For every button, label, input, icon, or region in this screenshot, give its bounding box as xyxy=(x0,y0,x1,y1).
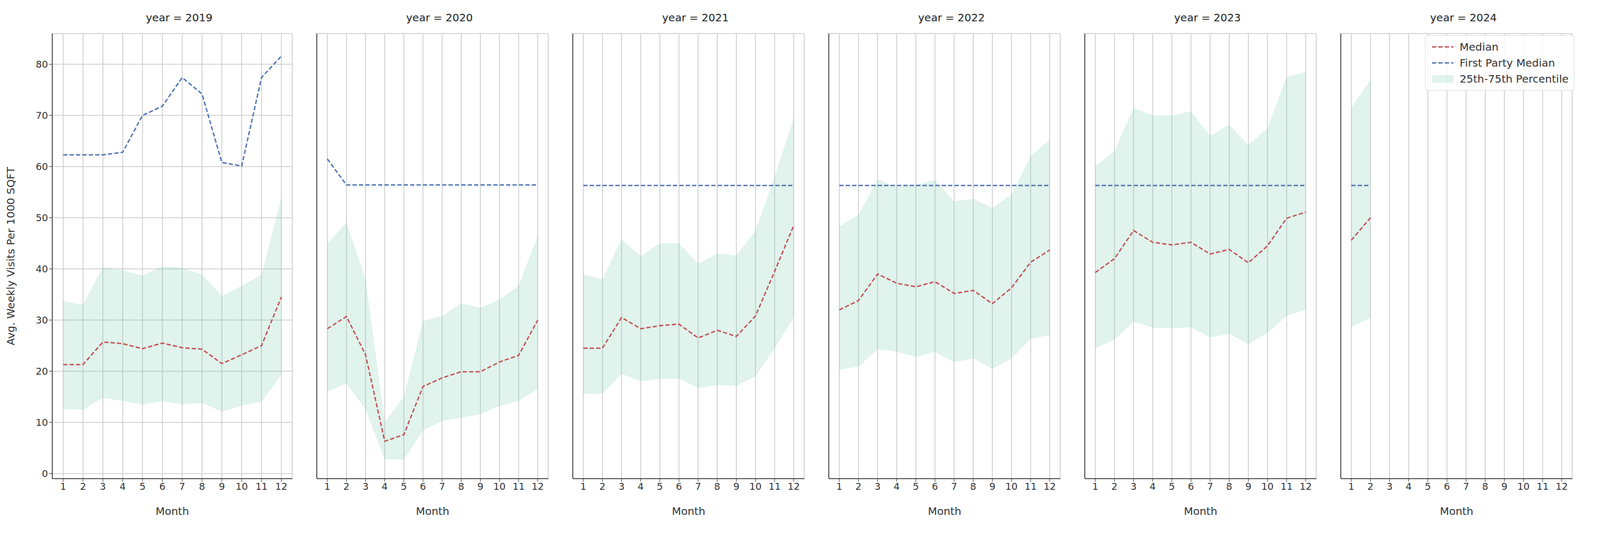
svg-text:11: 11 xyxy=(512,481,525,493)
svg-text:6: 6 xyxy=(675,481,682,493)
html-text:year = 2024: year = 2024 xyxy=(1430,11,1497,24)
svg-text:6: 6 xyxy=(1443,481,1450,493)
svg-text:12: 12 xyxy=(1299,481,1312,493)
svg-text:8: 8 xyxy=(970,481,976,493)
svg-text:8: 8 xyxy=(458,481,464,493)
svg-text:6: 6 xyxy=(419,481,426,493)
svg-text:3: 3 xyxy=(874,481,881,493)
svg-text:1: 1 xyxy=(1092,481,1099,493)
svg-text:50: 50 xyxy=(35,212,48,224)
svg-text:9: 9 xyxy=(1245,481,1252,493)
html-text:year = 2023: year = 2023 xyxy=(1174,11,1241,24)
svg-text:9: 9 xyxy=(733,481,740,493)
svg-text:0: 0 xyxy=(42,468,48,480)
svg-text:12: 12 xyxy=(1043,481,1056,493)
svg-text:4: 4 xyxy=(381,481,388,493)
html-text:year = 2021: year = 2021 xyxy=(662,11,729,24)
svg-text:8: 8 xyxy=(1226,481,1232,493)
svg-text:7: 7 xyxy=(438,481,445,493)
svg-text:1: 1 xyxy=(1348,481,1355,493)
svg-text:6: 6 xyxy=(159,481,166,493)
svg-text:80: 80 xyxy=(35,58,48,70)
svg-text:11: 11 xyxy=(1024,481,1037,493)
svg-text:6: 6 xyxy=(931,481,938,493)
svg-text:10: 10 xyxy=(35,417,48,429)
svg-text:4: 4 xyxy=(893,481,900,493)
svg-text:20: 20 xyxy=(35,365,48,378)
svg-text:9: 9 xyxy=(1501,481,1508,493)
svg-text:12: 12 xyxy=(787,481,800,493)
svg-text:7: 7 xyxy=(1462,481,1469,493)
html-text:25th-75th Percentile: 25th-75th Percentile xyxy=(1459,72,1569,86)
svg-text:10: 10 xyxy=(235,481,248,493)
svg-text:1: 1 xyxy=(580,481,587,493)
svg-text:9: 9 xyxy=(477,481,484,493)
svg-text:12: 12 xyxy=(531,481,544,493)
svg-text:5: 5 xyxy=(1424,481,1431,493)
html-text:First Party Median: First Party Median xyxy=(1459,56,1556,70)
svg-text:4: 4 xyxy=(119,481,126,493)
svg-text:9: 9 xyxy=(989,481,996,493)
svg-text:2: 2 xyxy=(80,481,86,493)
svg-text:5: 5 xyxy=(139,481,146,493)
svg-text:12: 12 xyxy=(1555,481,1568,493)
svg-text:5: 5 xyxy=(400,481,407,493)
svg-text:11: 11 xyxy=(1280,481,1293,493)
svg-text:5: 5 xyxy=(656,481,663,493)
svg-text:10: 10 xyxy=(749,481,762,493)
svg-text:7: 7 xyxy=(694,481,701,493)
svg-text:Month: Month xyxy=(1440,505,1474,518)
svg-text:5: 5 xyxy=(912,481,919,493)
svg-text:3: 3 xyxy=(362,481,369,493)
svg-text:2: 2 xyxy=(855,481,862,493)
svg-text:2: 2 xyxy=(1111,481,1118,493)
svg-text:11: 11 xyxy=(1536,481,1549,493)
svg-text:Avg. Weekly Visits Per 1000 SQ: Avg. Weekly Visits Per 1000 SQFT xyxy=(4,166,18,346)
svg-text:10: 10 xyxy=(1005,481,1018,493)
svg-text:60: 60 xyxy=(35,161,48,173)
svg-text:Month: Month xyxy=(1184,505,1218,518)
svg-text:6: 6 xyxy=(1187,481,1194,493)
svg-text:7: 7 xyxy=(1206,481,1213,493)
svg-text:Month: Month xyxy=(928,505,962,518)
svg-text:Month: Month xyxy=(155,505,190,518)
svg-text:7: 7 xyxy=(950,481,957,493)
svg-text:30: 30 xyxy=(35,314,48,326)
html-text:year = 2020: year = 2020 xyxy=(406,11,473,24)
svg-text:2: 2 xyxy=(599,481,606,493)
svg-text:3: 3 xyxy=(99,481,106,493)
html-text:Median: Median xyxy=(1459,40,1499,54)
svg-text:4: 4 xyxy=(637,481,644,493)
svg-text:10: 10 xyxy=(1517,481,1530,493)
svg-text:8: 8 xyxy=(1482,481,1488,493)
svg-text:Month: Month xyxy=(416,505,450,518)
svg-text:5: 5 xyxy=(1168,481,1175,493)
svg-text:4: 4 xyxy=(1405,481,1412,493)
svg-text:3: 3 xyxy=(618,481,625,493)
svg-text:11: 11 xyxy=(768,481,781,493)
svg-text:3: 3 xyxy=(1130,481,1137,493)
svg-text:2: 2 xyxy=(1367,481,1374,493)
svg-text:2: 2 xyxy=(343,481,350,493)
svg-text:11: 11 xyxy=(255,481,268,493)
svg-text:8: 8 xyxy=(198,481,205,493)
svg-text:4: 4 xyxy=(1149,481,1156,493)
svg-text:8: 8 xyxy=(714,481,720,493)
svg-text:12: 12 xyxy=(275,481,288,493)
html-text:year = 2022: year = 2022 xyxy=(918,11,985,24)
svg-text:9: 9 xyxy=(218,481,225,493)
svg-text:7: 7 xyxy=(179,481,186,493)
html-text:year = 2019: year = 2019 xyxy=(145,11,213,24)
svg-text:Month: Month xyxy=(672,505,706,518)
svg-text:40: 40 xyxy=(35,263,48,275)
svg-text:10: 10 xyxy=(493,481,506,493)
svg-text:1: 1 xyxy=(836,481,843,493)
svg-text:3: 3 xyxy=(1386,481,1393,493)
svg-text:70: 70 xyxy=(35,109,48,122)
svg-text:10: 10 xyxy=(1261,481,1274,493)
svg-text:1: 1 xyxy=(324,481,331,493)
svg-text:1: 1 xyxy=(60,481,67,493)
